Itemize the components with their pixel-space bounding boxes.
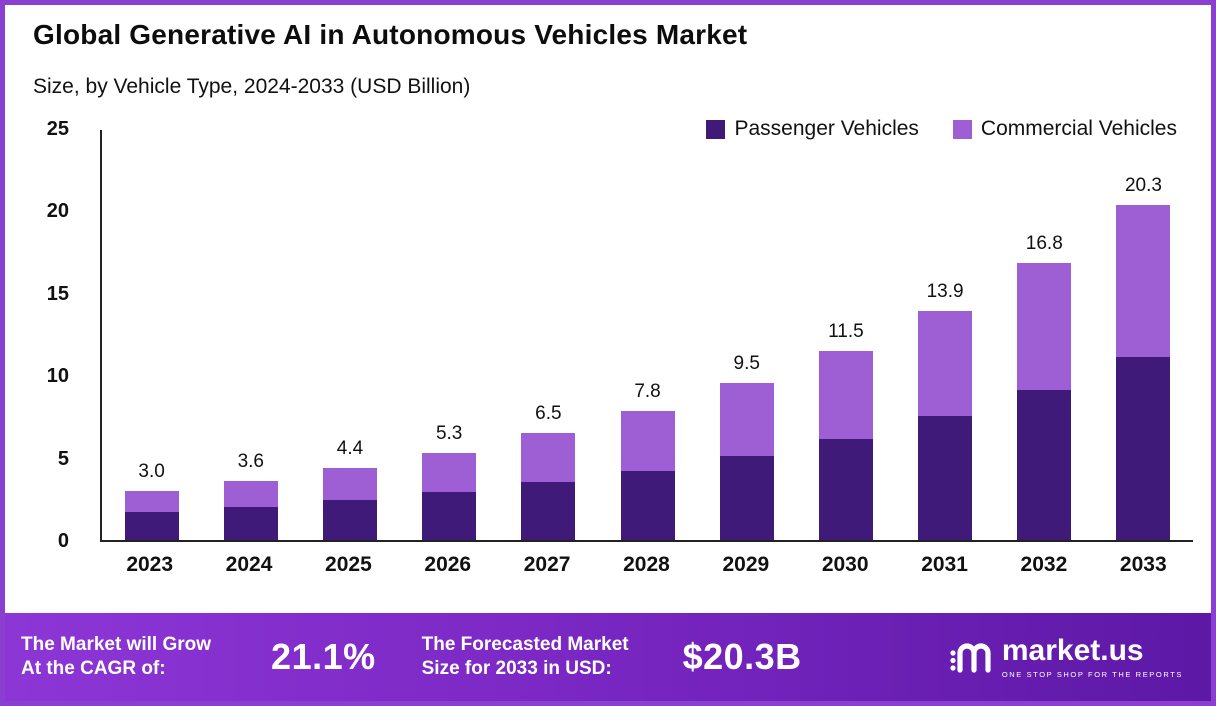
bar-stack [818, 350, 873, 540]
cagr-label: The Market will Grow At the CAGR of: [21, 633, 211, 681]
bar-group-2029: 9.5 [697, 130, 796, 540]
cagr-label-line1: The Market will Grow [21, 634, 212, 656]
bar-group-2025: 4.4 [300, 130, 399, 540]
bar-segment-commercial-2031 [918, 310, 973, 417]
legend-label: Passenger Vehicles [734, 117, 919, 140]
y-tick-label: 10 [46, 365, 69, 388]
x-axis-label-2028: 2028 [623, 553, 670, 576]
y-tick-label: 5 [57, 447, 69, 470]
bar-total-label: 5.3 [435, 422, 463, 444]
bar-segment-commercial-2032 [1017, 263, 1072, 391]
bar-segment-commercial-2033 [1116, 205, 1171, 358]
bar-segment-passenger-2029 [719, 455, 774, 540]
legend-item-passenger: Passenger Vehicles [706, 117, 919, 141]
x-axis-label-2031: 2031 [921, 553, 968, 576]
bar-stack [620, 411, 675, 540]
cagr-value: 21.1% [271, 636, 376, 677]
bar-stack [719, 383, 774, 540]
bar-total-label: 16.8 [1025, 233, 1063, 255]
bar-total-label: 13.9 [926, 280, 964, 302]
bar-group-2027: 6.5 [499, 130, 598, 540]
cagr-label-line2: At the CAGR of: [21, 658, 166, 679]
y-tick-label: 0 [57, 530, 69, 552]
page-title: Global Generative AI in Autonomous Vehic… [33, 19, 748, 50]
bar-group-2033: 20.3 [1094, 130, 1193, 540]
x-axis-label-2026: 2026 [424, 553, 472, 576]
bar-total-label: 3.6 [237, 450, 264, 472]
bar-stack [918, 310, 973, 540]
bar-total-label: 6.5 [535, 402, 562, 424]
bar-stack [1017, 263, 1072, 540]
x-axis-label-2023: 2023 [126, 553, 174, 576]
bar-total-label: 3.0 [138, 460, 165, 482]
x-axis-label-2025: 2025 [325, 553, 372, 576]
bar-total-label: 4.4 [336, 437, 364, 459]
bar-total-label: 20.3 [1124, 175, 1162, 197]
bar-segment-commercial-2025 [322, 467, 377, 501]
legend-item-commercial: Commercial Vehicles [952, 117, 1177, 141]
legend-swatch [952, 119, 972, 139]
y-tick-label: 20 [46, 200, 69, 223]
plot-area: 3.0 3.6 4.4 5.3 6.5 7.8 9.5 11.5 13.9 16.8 20.3 [100, 130, 1193, 542]
bar-segment-passenger-2024 [223, 507, 278, 540]
legend-swatch [706, 119, 726, 139]
x-axis-label-2029: 2029 [722, 553, 770, 576]
bar-total-label: 7.8 [634, 381, 661, 403]
bar-stack [1116, 205, 1171, 540]
bar-segment-passenger-2033 [1116, 357, 1171, 540]
forecast-value: $20.3B [682, 636, 802, 677]
legend-label: Commercial Vehicles [980, 117, 1177, 140]
bar-segment-commercial-2024 [223, 480, 278, 508]
bar-segment-passenger-2028 [620, 470, 675, 540]
brand-text: market.us ONE STOP SHOP FOR THE REPORTS [1001, 633, 1183, 679]
x-axis-labels: 2023 2024 2025 2026 2027 2028 2029 2030 2031 2032… [100, 553, 1193, 577]
market-us-logo-icon [948, 637, 992, 678]
bar-segment-passenger-2027 [521, 482, 576, 540]
bar-stack [223, 480, 278, 540]
bar-segment-commercial-2029 [719, 383, 774, 456]
bar-group-2026: 5.3 [400, 130, 499, 540]
y-tick-label: 15 [46, 282, 69, 305]
forecast-label-line1: The Forecasted Market [421, 634, 629, 656]
bar-stack [521, 432, 576, 540]
bar-segment-passenger-2031 [918, 416, 973, 540]
chart-subtitle: Size, by Vehicle Type, 2024-2033 (USD Bi… [33, 75, 471, 98]
brand-name: market.us [1001, 633, 1144, 667]
bar-group-2032: 16.8 [995, 130, 1094, 540]
bar-stack [422, 452, 477, 540]
bar-total-label: 9.5 [733, 353, 760, 375]
bar-segment-passenger-2026 [422, 492, 477, 540]
bar-segment-commercial-2028 [620, 411, 675, 471]
bar-stack [124, 490, 179, 540]
bar-group-2030: 11.5 [796, 130, 895, 540]
x-axis-label-2032: 2032 [1020, 553, 1068, 576]
bar-segment-commercial-2027 [521, 432, 576, 483]
chart-legend: Passenger Vehicles Commercial Vehicles [706, 117, 1177, 141]
bar-segment-passenger-2030 [818, 439, 873, 540]
bar-segment-passenger-2032 [1017, 390, 1072, 540]
bar-group-2028: 7.8 [598, 130, 697, 540]
bar-segment-passenger-2025 [322, 500, 377, 540]
bar-group-2031: 13.9 [896, 130, 995, 540]
bar-segment-commercial-2023 [124, 490, 179, 512]
y-tick-label: 25 [46, 118, 69, 140]
x-axis-label-2024: 2024 [225, 553, 273, 576]
forecast-label: The Forecasted Market Size for 2033 in U… [422, 633, 629, 681]
bar-segment-commercial-2030 [818, 350, 873, 440]
x-axis-label-2033: 2033 [1119, 553, 1167, 576]
bar-group-2023: 3.0 [102, 130, 201, 540]
bar-segment-passenger-2023 [124, 511, 179, 540]
forecast-label-line2: Size for 2033 in USD: [421, 658, 612, 679]
bar-stack [322, 467, 377, 540]
footer-banner: The Market will Grow At the CAGR of: 21.… [5, 613, 1211, 701]
x-axis-label-2030: 2030 [821, 553, 869, 576]
brand-tagline: ONE STOP SHOP FOR THE REPORTS [1001, 669, 1183, 679]
bar-segment-commercial-2026 [422, 452, 477, 493]
chart-section: Global Generative AI in Autonomous Vehic… [5, 5, 1211, 613]
bar-total-label: 11.5 [828, 320, 864, 342]
brand-block: market.us ONE STOP SHOP FOR THE REPORTS [948, 633, 1183, 679]
bar-group-2024: 3.6 [201, 130, 300, 540]
x-axis-label-2027: 2027 [523, 553, 571, 576]
